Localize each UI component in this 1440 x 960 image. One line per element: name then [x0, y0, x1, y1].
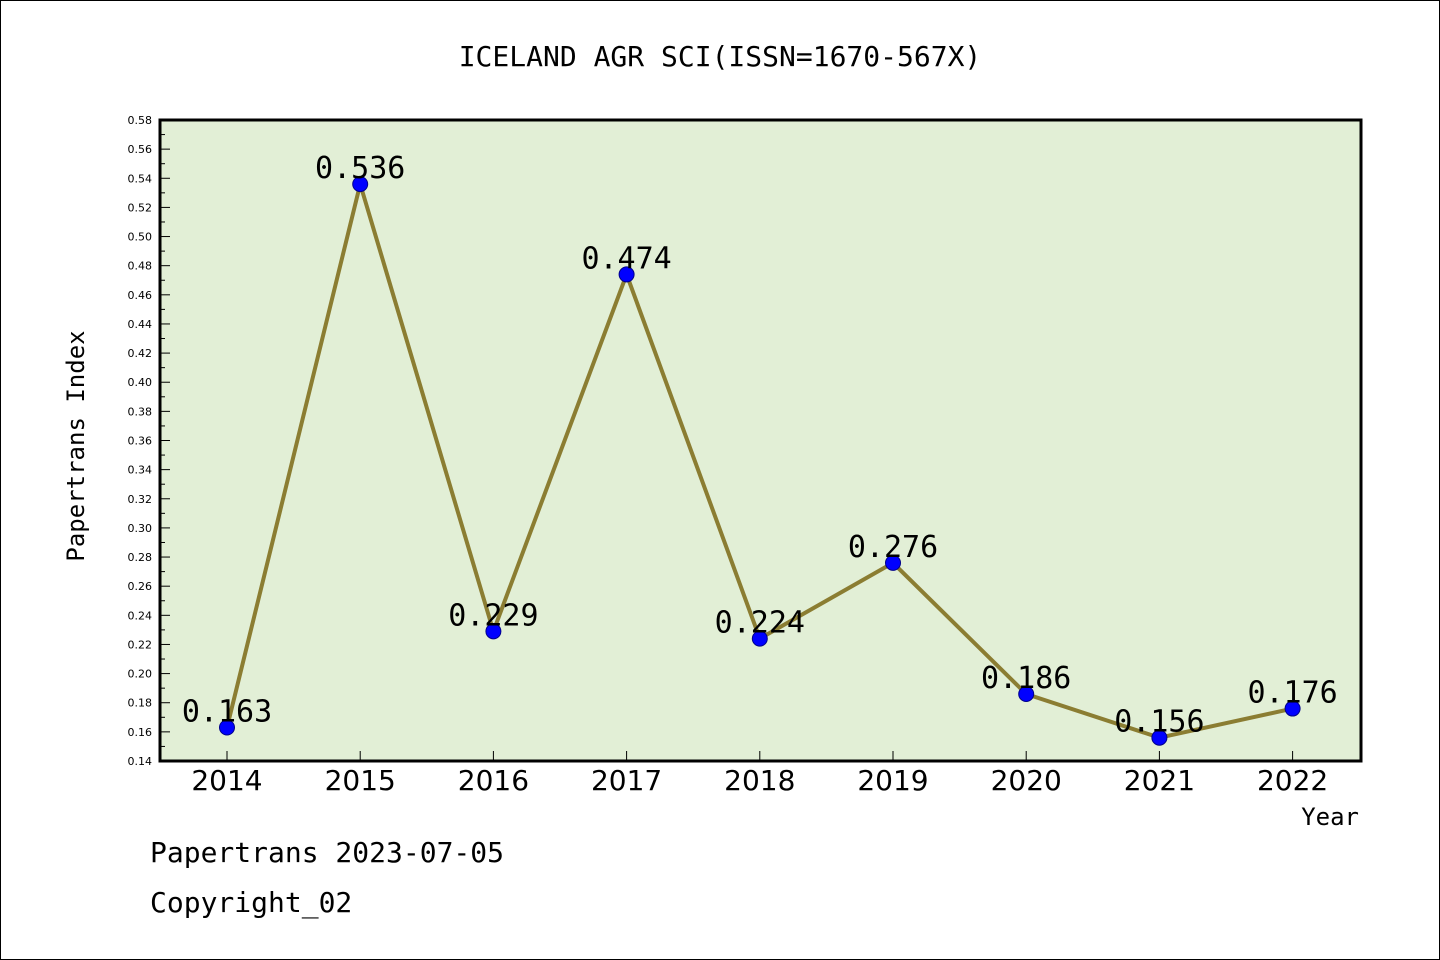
footer-date: Papertrans 2023-07-05 [150, 836, 505, 869]
series-markers [219, 176, 1301, 746]
data-label: 0.474 [581, 241, 671, 276]
y-tick-label: 0.26 [128, 580, 153, 593]
y-tick-label: 0.52 [128, 201, 153, 214]
data-label: 0.229 [448, 598, 538, 633]
x-tick-label: 2021 [1124, 764, 1195, 797]
data-label: 0.224 [715, 606, 805, 641]
data-labels: 0.163 0.536 0.229 0.474 0.224 0.276 0.186 0.156… [182, 151, 1338, 740]
data-point [1284, 700, 1301, 717]
y-tick-label: 0.50 [128, 231, 153, 244]
x-tick-label: 2014 [191, 764, 262, 797]
y-tick-label: 0.46 [128, 289, 153, 302]
y-tick-label: 0.22 [128, 638, 153, 651]
data-label: 0.186 [981, 661, 1071, 696]
data-point [352, 176, 369, 193]
data-point [485, 623, 502, 640]
data-label: 0.536 [315, 151, 405, 186]
y-tick-label: 0.56 [128, 143, 153, 156]
y-tick-label: 0.20 [128, 668, 153, 681]
x-tick-label: 2016 [458, 764, 529, 797]
data-point [1018, 685, 1035, 702]
y-tick-label: 0.36 [128, 435, 153, 448]
y-axis-label: Papertrans Index [62, 330, 90, 561]
y-tick-label: 0.58 [128, 114, 153, 127]
x-tick-label: 2018 [724, 764, 795, 797]
data-point [885, 554, 901, 571]
y-tick-label: 0.40 [128, 376, 153, 389]
y-tick-label: 0.14 [128, 755, 153, 768]
data-label: 0.276 [848, 530, 938, 565]
data-point [618, 266, 635, 283]
x-tick-label: 2017 [591, 764, 662, 797]
y-tick-label: 0.18 [128, 697, 153, 710]
data-label: 0.156 [1114, 705, 1204, 740]
footer-copyright: Copyright_02 [150, 886, 353, 919]
x-tick-label: 2019 [857, 764, 928, 797]
y-tick-label: 0.32 [128, 493, 153, 506]
data-point [1151, 729, 1168, 746]
x-tick-label: 2015 [325, 764, 396, 797]
y-tick-label: 0.16 [128, 726, 153, 739]
y-tick-label: 0.34 [128, 464, 153, 477]
chart-title: ICELAND AGR SCI(ISSN=1670-567X) [459, 40, 982, 73]
y-tick-label: 0.42 [128, 347, 153, 360]
x-axis-label: Year [1301, 803, 1359, 831]
data-label: 0.176 [1247, 676, 1337, 711]
data-label: 0.163 [182, 694, 272, 729]
y-axis: 0.14 0.16 0.18 0.20 0.22 0.24 0.26 0.28 0.30 0.32… [128, 114, 170, 768]
y-tick-label: 0.30 [128, 522, 153, 535]
y-tick-label: 0.44 [128, 318, 153, 331]
x-axis: 2014 2015 2016 2017 2018 2019 2020 2021 2022 [191, 751, 1328, 797]
x-tick-label: 2020 [991, 764, 1062, 797]
data-point [219, 719, 235, 736]
y-tick-label: 0.38 [128, 405, 153, 418]
y-tick-label: 0.48 [128, 260, 153, 273]
y-tick-label: 0.28 [128, 551, 153, 564]
x-tick-label: 2022 [1257, 764, 1328, 797]
data-point [751, 630, 768, 647]
y-tick-label: 0.24 [128, 609, 153, 622]
y-tick-label: 0.54 [128, 172, 153, 185]
plot-area [158, 118, 1363, 763]
